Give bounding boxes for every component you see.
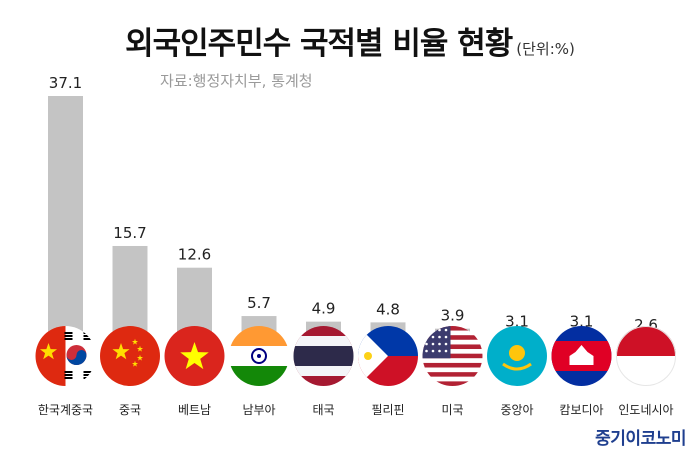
- bar-1: [48, 96, 83, 356]
- category-label: 한국계중국: [38, 403, 93, 417]
- value-label: 3.9: [441, 307, 465, 325]
- title-row: 외국인주민수 국적별 비율 현황 (단위:%): [0, 18, 700, 63]
- category-label: 중앙아: [500, 403, 533, 417]
- value-label: 3.1: [505, 312, 529, 330]
- china-flag-icon: [100, 326, 160, 386]
- value-label: 12.6: [178, 246, 211, 264]
- philippines-flag-icon: [358, 326, 418, 386]
- value-label: 5.7: [247, 294, 271, 312]
- value-label: 15.7: [113, 224, 146, 242]
- publisher-logo: 중기이코노미: [595, 429, 686, 449]
- value-label: 37.1: [49, 74, 82, 92]
- category-label: 인도네시아: [618, 403, 673, 417]
- category-label: 미국: [441, 403, 463, 417]
- category-label: 필리핀: [371, 403, 404, 417]
- thailand-flag-icon: [293, 326, 354, 386]
- usa-flag-icon: [422, 326, 483, 386]
- unit-label: (단위:%): [516, 40, 575, 58]
- category-label: 태국: [312, 403, 334, 417]
- category-label: 캄보디아: [559, 403, 603, 417]
- cambodia-flag-icon: [551, 326, 612, 386]
- china-flag-icon: [35, 326, 96, 386]
- value-label: 4.9: [312, 300, 336, 318]
- source-note: 자료:행정자치부, 통계청: [160, 72, 313, 90]
- vietnam-flag-icon: [164, 326, 225, 386]
- kazakhstan-flag-icon: [487, 326, 547, 386]
- india-flag-icon: [229, 326, 289, 386]
- category-label: 남부아: [242, 403, 275, 417]
- value-label: 3.1: [570, 312, 594, 330]
- category-label: 베트남: [178, 403, 211, 417]
- category-label: 중국: [119, 403, 141, 417]
- chart-title: 외국인주민수 국적별 비율 현황: [125, 26, 513, 62]
- value-label: 4.8: [376, 300, 400, 318]
